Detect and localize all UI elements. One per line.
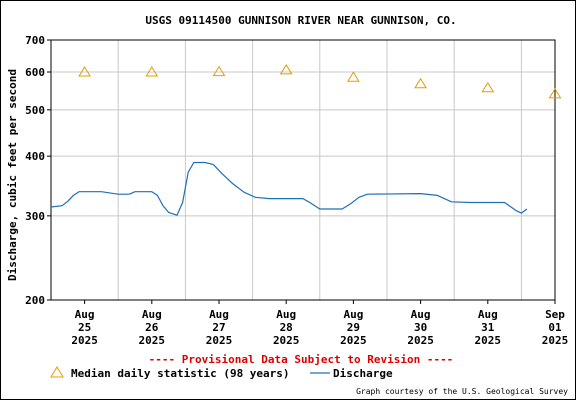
grid-lines xyxy=(51,40,555,300)
x-tick-label: 2025 xyxy=(139,334,166,347)
plot-border xyxy=(50,39,556,301)
x-tick-label: Aug xyxy=(343,308,363,321)
median-marker xyxy=(414,77,427,89)
provisional-notice: ---- Provisional Data Subject to Revisio… xyxy=(149,353,454,366)
x-tick-label: 2025 xyxy=(206,334,233,347)
median-marker xyxy=(78,66,91,77)
x-tick-label: 27 xyxy=(212,321,225,334)
x-tick-label: Aug xyxy=(478,308,498,321)
x-tick-label: 2025 xyxy=(475,334,502,347)
y-tick-label: 600 xyxy=(25,66,45,79)
graph-credit: Graph courtesy of the U.S. Geological Su… xyxy=(356,387,568,396)
x-tick-label: 2025 xyxy=(407,334,434,347)
median-marker xyxy=(481,81,495,93)
x-axis-ticks: Aug252025Aug262025Aug272025Aug282025Aug2… xyxy=(71,300,568,347)
median-marker xyxy=(347,71,360,82)
x-tick-label: 2025 xyxy=(542,334,569,347)
legend: Median daily statistic (98 years) Discha… xyxy=(50,366,393,380)
x-tick-label: Aug xyxy=(209,308,229,321)
y-tick-label: 200 xyxy=(25,294,45,307)
x-tick-label: Aug xyxy=(75,308,95,321)
y-tick-label: 300 xyxy=(25,210,45,223)
x-tick-label: 30 xyxy=(414,321,427,334)
legend-discharge-label: Discharge xyxy=(333,367,393,380)
discharge-line xyxy=(50,161,528,216)
triangle-marker-icon xyxy=(50,366,64,378)
x-tick-label: Aug xyxy=(276,308,296,321)
y-axis-label: Discharge, cubic feet per second xyxy=(6,69,19,281)
legend-median-label: Median daily statistic (98 years) xyxy=(71,367,290,380)
x-tick-label: 31 xyxy=(481,321,495,334)
x-tick-label: 26 xyxy=(145,321,159,334)
y-tick-label: 500 xyxy=(25,104,45,117)
x-tick-label: 25 xyxy=(78,321,91,334)
x-tick-label: 2025 xyxy=(71,334,98,347)
x-tick-label: 2025 xyxy=(340,334,367,347)
x-tick-label: 29 xyxy=(347,321,360,334)
median-marker xyxy=(145,66,159,77)
x-tick-label: 28 xyxy=(280,321,293,334)
chart-title: USGS 09114500 GUNNISON RIVER NEAR GUNNIS… xyxy=(145,14,456,27)
median-marker xyxy=(212,65,226,77)
x-tick-label: Sep xyxy=(545,308,565,321)
x-tick-label: Aug xyxy=(411,308,431,321)
x-tick-label: Aug xyxy=(142,308,162,321)
median-marker xyxy=(548,87,562,99)
median-marker xyxy=(279,63,293,75)
y-tick-label: 400 xyxy=(25,150,45,163)
x-tick-label: 2025 xyxy=(273,334,300,347)
series-layer xyxy=(50,63,562,216)
y-tick-label: 700 xyxy=(25,34,45,47)
y-axis-ticks: 200 300 400 500 600 700 xyxy=(25,34,51,307)
x-tick-label: 01 xyxy=(548,321,562,334)
